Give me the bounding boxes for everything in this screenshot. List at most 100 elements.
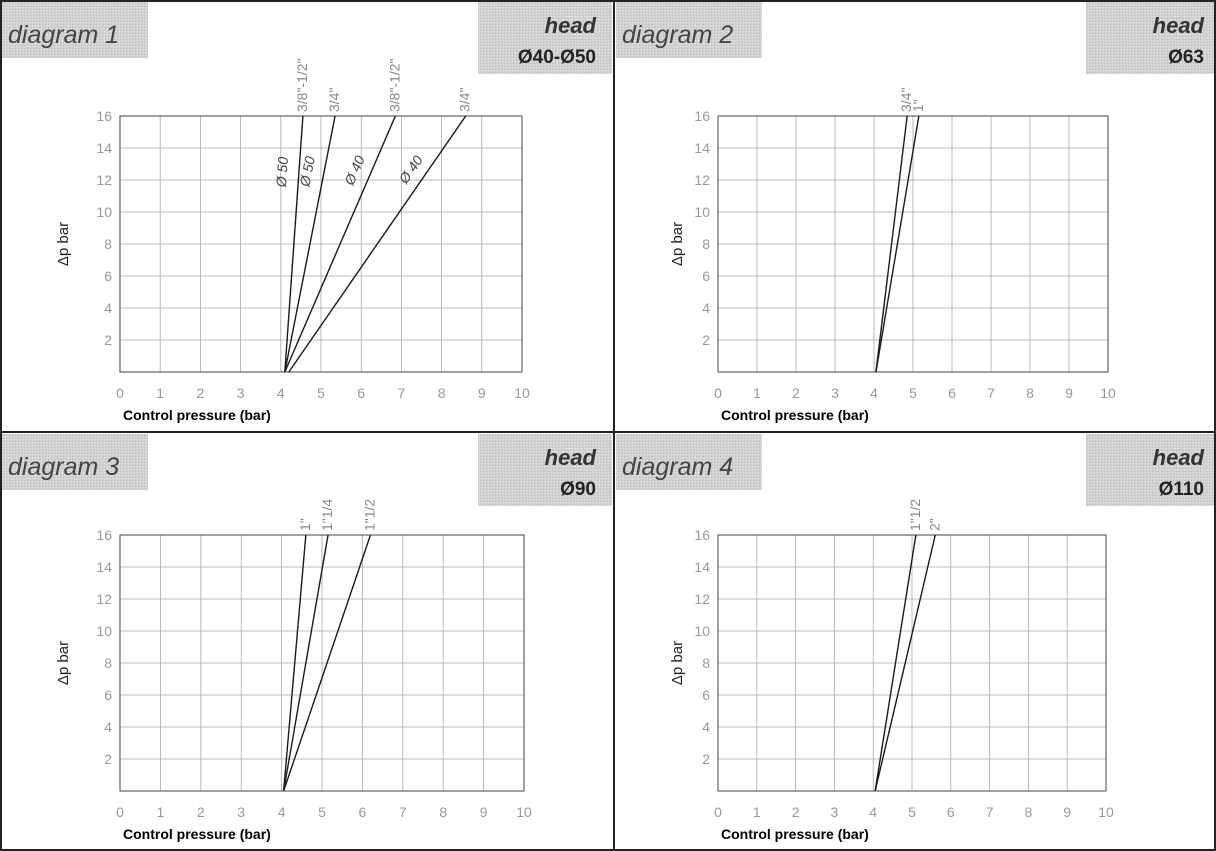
y-tick-label: 2 (104, 332, 112, 348)
y-tick-label: 16 (96, 527, 112, 543)
y-tick-label: 8 (104, 655, 112, 671)
x-tick-label: 2 (792, 804, 800, 820)
x-tick-label: 4 (277, 385, 285, 401)
series-label: 1"1/4 (319, 499, 335, 531)
x-axis-label: Control pressure (bar) (123, 407, 271, 423)
x-tick-label: 3 (237, 385, 245, 401)
y-tick-label: 6 (702, 268, 710, 284)
series-label: 1"1/2 (907, 499, 923, 531)
x-tick-label: 6 (947, 804, 955, 820)
x-tick-label: 3 (831, 804, 839, 820)
y-tick-label: 16 (694, 527, 710, 543)
x-tick-label: 7 (398, 385, 406, 401)
x-tick-label: 0 (116, 804, 124, 820)
y-axis-label: Δp bar (669, 641, 686, 685)
y-tick-label: 16 (96, 108, 112, 124)
head-size: Ø110 (1159, 479, 1204, 500)
y-axis-label: Δp bar (55, 641, 72, 685)
x-axis-label: Control pressure (bar) (721, 826, 869, 842)
x-tick-label: 5 (318, 804, 326, 820)
series-inline-label: Ø 40 (395, 152, 426, 187)
y-tick-label: 8 (702, 655, 710, 671)
y-tick-label: 6 (104, 268, 112, 284)
y-tick-label: 12 (96, 172, 112, 188)
x-tick-label: 2 (197, 804, 205, 820)
x-tick-label: 1 (753, 804, 761, 820)
x-tick-label: 0 (714, 385, 722, 401)
series-label: 3/8"-1/2" (294, 58, 310, 112)
y-tick-label: 14 (96, 140, 112, 156)
x-tick-label: 0 (116, 385, 124, 401)
y-tick-label: 14 (96, 559, 112, 575)
y-tick-label: 4 (104, 300, 112, 316)
plot-grid (718, 535, 1106, 791)
y-tick-label: 4 (702, 300, 710, 316)
x-tick-label: 6 (357, 385, 365, 401)
head-size: Ø63 (1168, 47, 1204, 68)
series-label: 3/4" (326, 88, 342, 112)
y-axis-label: Δp bar (55, 222, 72, 266)
head-word: head (545, 445, 597, 470)
x-tick-label: 10 (516, 804, 532, 820)
head-size: Ø40-Ø50 (518, 47, 596, 68)
diagram-title: diagram 1 (8, 21, 119, 49)
x-tick-label: 5 (317, 385, 325, 401)
y-axis-label: Δp bar (669, 222, 686, 266)
x-tick-label: 10 (1100, 385, 1116, 401)
y-tick-label: 14 (694, 140, 710, 156)
diagram-title: diagram 3 (8, 453, 119, 481)
x-tick-label: 1 (753, 385, 761, 401)
y-tick-label: 4 (702, 719, 710, 735)
x-tick-label: 4 (278, 804, 286, 820)
x-tick-label: 2 (197, 385, 205, 401)
diagram-panel-2: diagram 2 headØ630 1 2 3 4 5 6 7 8 9 10246810121416… (616, 2, 1214, 423)
series-inline-label: Ø 40 (341, 153, 368, 188)
series-label: 1"1/2 (361, 499, 377, 531)
x-tick-label: 10 (514, 385, 530, 401)
y-tick-label: 10 (96, 623, 112, 639)
x-tick-label: 8 (1026, 385, 1034, 401)
y-tick-label: 12 (694, 172, 710, 188)
y-tick-label: 16 (694, 108, 710, 124)
plot-grid (120, 116, 522, 372)
x-axis-label: Control pressure (bar) (721, 407, 869, 423)
x-tick-label: 9 (478, 385, 486, 401)
series-label: 3/4" (457, 88, 473, 112)
y-tick-label: 6 (104, 687, 112, 703)
x-tick-label: 4 (869, 804, 877, 820)
y-tick-label: 14 (694, 559, 710, 575)
x-tick-label: 2 (792, 385, 800, 401)
x-tick-label: 7 (986, 804, 994, 820)
y-tick-label: 8 (702, 236, 710, 252)
x-tick-label: 0 (714, 804, 722, 820)
x-tick-label: 8 (439, 804, 447, 820)
y-tick-label: 4 (104, 719, 112, 735)
x-tick-label: 7 (987, 385, 995, 401)
y-tick-label: 2 (702, 332, 710, 348)
x-tick-label: 10 (1098, 804, 1114, 820)
diagram-title: diagram 2 (622, 21, 733, 49)
series-inline-label: Ø 50 (273, 156, 291, 189)
series-label: 1" (910, 99, 926, 112)
y-tick-label: 6 (702, 687, 710, 703)
series-label: 1" (297, 518, 313, 531)
head-word: head (1153, 13, 1205, 38)
x-tick-label: 6 (948, 385, 956, 401)
y-tick-label: 10 (694, 204, 710, 220)
y-tick-label: 10 (96, 204, 112, 220)
head-size: Ø90 (560, 479, 596, 500)
x-tick-label: 8 (1025, 804, 1033, 820)
series-label: 3/8"-1/2" (386, 58, 402, 112)
x-tick-label: 3 (237, 804, 245, 820)
y-tick-label: 2 (104, 751, 112, 767)
x-tick-label: 1 (157, 804, 165, 820)
diagram-title: diagram 4 (622, 453, 733, 481)
x-tick-label: 5 (909, 385, 917, 401)
y-tick-label: 12 (96, 591, 112, 607)
x-tick-label: 3 (831, 385, 839, 401)
